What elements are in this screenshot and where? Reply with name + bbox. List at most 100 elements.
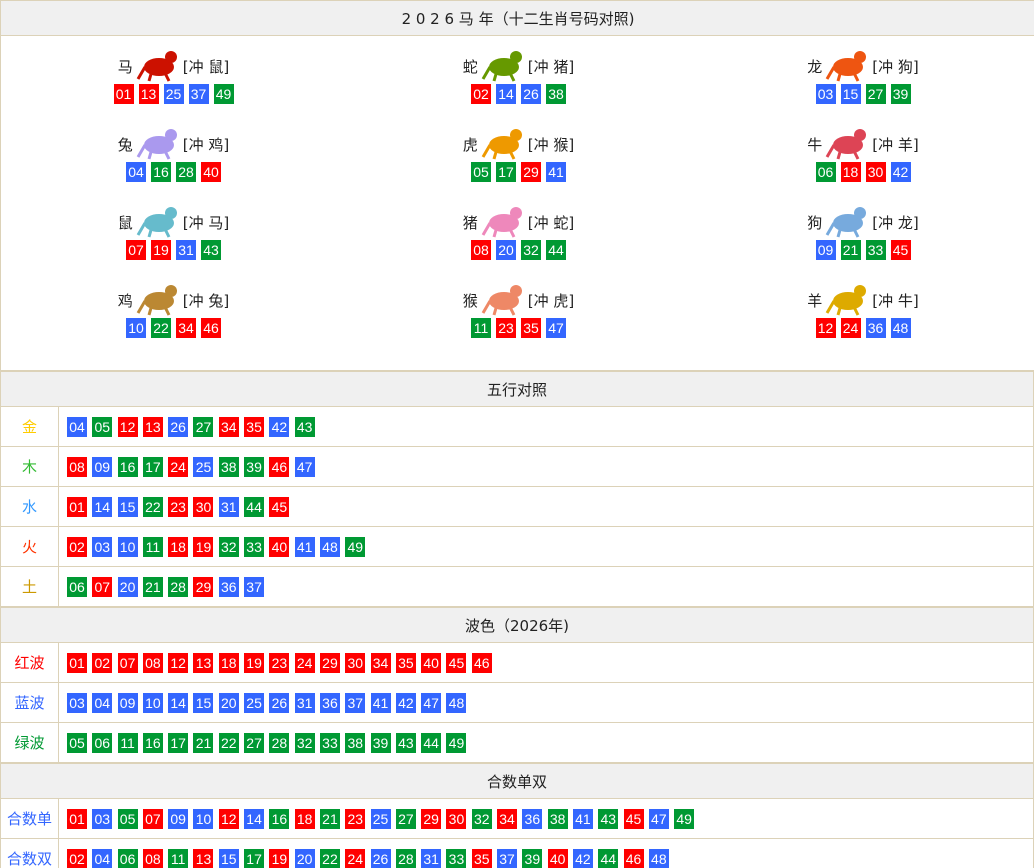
number-ball: 27 <box>865 84 886 104</box>
heshu-row: 合数双 02 04 06 08 11 13 15 17 19 20 22 24 26 28 31 33 35 37 3… <box>0 838 1034 868</box>
number-ball: 12 <box>218 808 239 829</box>
number-ball: 48 <box>319 536 340 557</box>
number-ball: 36 <box>218 576 239 597</box>
number-ball: 28 <box>176 162 196 182</box>
number-ball: 10 <box>126 318 146 338</box>
number-ball: 41 <box>546 162 566 182</box>
zodiac-item: 鸡 [冲 兔] 10 22 34 46 <box>1 282 346 360</box>
zodiac-name: 兔 <box>117 135 133 154</box>
number-ball: 45 <box>446 652 467 673</box>
zodiac-name: 鼠 <box>117 213 133 232</box>
number-ball: 34 <box>370 652 391 673</box>
number-ball: 02 <box>67 536 87 557</box>
number-ball: 34 <box>218 416 239 437</box>
number-ball: 02 <box>471 84 491 104</box>
number-ball: 33 <box>244 536 265 557</box>
number-ball: 22 <box>319 848 340 868</box>
number-ball: 40 <box>201 162 221 182</box>
number-ball: 11 <box>168 848 189 868</box>
number-ball: 12 <box>168 652 189 673</box>
number-ball: 26 <box>168 416 189 437</box>
number-ball: 37 <box>244 576 265 597</box>
wuxing-row: 土 06 07 20 21 28 29 36 37 <box>0 566 1034 607</box>
zodiac-clash: [冲 鸡] <box>182 135 230 154</box>
number-ball: 36 <box>319 692 340 713</box>
zodiac-name: 羊 <box>807 291 823 310</box>
row-label: 金 <box>0 406 59 447</box>
number-ball: 38 <box>546 84 566 104</box>
number-ball: 37 <box>497 848 518 868</box>
number-ball: 32 <box>471 808 492 829</box>
number-ball: 19 <box>193 536 214 557</box>
bose-row: 绿波 05 06 11 16 17 21 22 27 28 32 33 38 39 43 44 49 <box>0 722 1034 763</box>
number-ball: 30 <box>865 162 886 182</box>
number-ball: 48 <box>648 848 669 868</box>
number-ball: 17 <box>496 162 516 182</box>
zodiac-clash: [冲 猴] <box>527 135 575 154</box>
wuxing-table: 五行对照金 04 05 12 13 26 27 34 35 42 43 木 08 09 16 17 24 25 38… <box>0 371 1034 607</box>
zodiac-title: 2 0 2 6 马 年（十二生肖号码对照) <box>0 0 1034 36</box>
number-ball: 38 <box>218 456 239 477</box>
number-ball: 09 <box>117 692 138 713</box>
number-ball: 42 <box>269 416 290 437</box>
number-ball: 33 <box>319 732 340 753</box>
number-ball: 16 <box>142 732 163 753</box>
number-ball: 44 <box>546 240 566 260</box>
number-ball: 35 <box>521 318 541 338</box>
number-ball: 26 <box>269 692 290 713</box>
number-ball: 30 <box>193 496 214 517</box>
number-ball: 41 <box>370 692 391 713</box>
number-ball: 41 <box>572 808 593 829</box>
number-ball: 05 <box>92 416 113 437</box>
number-ball: 10 <box>117 536 138 557</box>
number-ball: 23 <box>269 652 290 673</box>
number-ball: 11 <box>471 318 491 338</box>
number-ball: 21 <box>142 576 163 597</box>
number-ball: 08 <box>67 456 87 477</box>
number-ball: 17 <box>142 456 163 477</box>
number-ball: 29 <box>421 808 442 829</box>
rat-icon <box>135 201 181 243</box>
row-label: 合数单 <box>0 798 59 839</box>
snake-icon <box>480 45 526 87</box>
number-ball: 41 <box>294 536 315 557</box>
number-ball: 47 <box>294 456 315 477</box>
number-ball: 08 <box>142 652 163 673</box>
wuxing-title: 五行对照 <box>0 371 1034 407</box>
number-ball: 47 <box>546 318 566 338</box>
number-ball: 39 <box>370 732 391 753</box>
number-ball: 37 <box>188 84 209 104</box>
number-ball: 05 <box>67 732 87 753</box>
zodiac-clash: [冲 羊] <box>872 135 919 154</box>
number-ball: 09 <box>92 456 113 477</box>
number-ball: 18 <box>218 652 239 673</box>
number-ball: 25 <box>193 456 214 477</box>
tiger-icon <box>480 123 526 165</box>
number-ball: 28 <box>395 848 416 868</box>
zodiac-item: 马 [冲 鼠] 01 13 25 37 49 <box>1 48 346 126</box>
number-ball: 24 <box>294 652 315 673</box>
heshu-table: 合数单双 合数单 01 03 05 07 09 10 12 14 16 18 21 23 25 27 29 30 3… <box>0 763 1034 868</box>
zodiac-item: 鼠 [冲 马] 07 19 31 43 <box>1 204 346 282</box>
zodiac-clash: [冲 牛] <box>872 291 919 310</box>
zodiac-name: 猪 <box>462 213 478 232</box>
dog-icon <box>824 201 870 243</box>
row-label: 木 <box>0 446 59 487</box>
zodiac-clash: [冲 龙] <box>872 213 919 232</box>
number-ball: 04 <box>67 416 87 437</box>
number-ball: 20 <box>294 848 315 868</box>
zodiac-name: 猴 <box>462 291 478 310</box>
number-ball: 42 <box>572 848 593 868</box>
horse-icon <box>135 45 181 87</box>
zodiac-clash: [冲 兔] <box>182 291 230 310</box>
number-ball: 02 <box>92 652 113 673</box>
number-ball: 17 <box>244 848 265 868</box>
zodiac-name: 牛 <box>807 135 823 154</box>
number-ball: 37 <box>345 692 366 713</box>
zodiac-clash: [冲 狗] <box>872 57 919 76</box>
number-ball: 08 <box>471 240 491 260</box>
number-ball: 32 <box>218 536 239 557</box>
number-ball: 14 <box>244 808 265 829</box>
number-ball: 45 <box>623 808 644 829</box>
number-ball: 15 <box>193 692 214 713</box>
